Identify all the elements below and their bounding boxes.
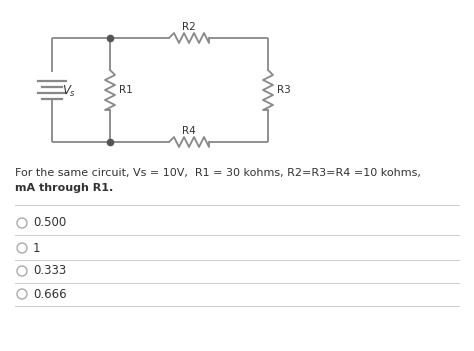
Text: V: V	[62, 84, 70, 97]
Text: R4: R4	[182, 126, 196, 136]
Text: 0.666: 0.666	[33, 287, 67, 300]
Text: s: s	[70, 90, 74, 99]
Text: R2: R2	[182, 22, 196, 32]
Text: 0.333: 0.333	[33, 265, 66, 278]
Text: R3: R3	[277, 85, 291, 95]
Text: R1: R1	[119, 85, 133, 95]
Text: 0.500: 0.500	[33, 217, 66, 230]
Text: 1: 1	[33, 241, 40, 254]
Text: For the same circuit, Vs = 10V,  R1 = 30 kohms, R2=R3=R4 =10 kohms,: For the same circuit, Vs = 10V, R1 = 30 …	[15, 168, 424, 178]
Text: mA through R1.: mA through R1.	[15, 183, 113, 193]
